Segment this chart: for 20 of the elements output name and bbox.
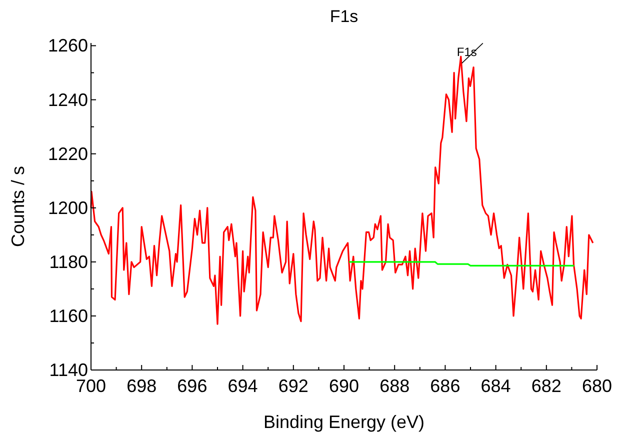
y-tick-label: 1180 [49, 252, 88, 272]
x-tick-label: 690 [328, 376, 360, 396]
y-tick-label: 1160 [49, 306, 88, 326]
x-tick-label: 694 [228, 376, 258, 396]
x-tick-label: 684 [480, 376, 511, 396]
x-tick-label: 698 [126, 376, 157, 396]
x-tick-label: 692 [278, 376, 308, 396]
y-tick-label: 1260 [48, 36, 88, 56]
y-tick-label: 1220 [48, 144, 88, 164]
x-tick-label: 682 [531, 376, 562, 396]
y-axis-title: Counts / s [8, 166, 28, 248]
line-series [90, 56, 594, 325]
y-tick-label: 1200 [48, 198, 88, 218]
x-tick-label: 688 [380, 376, 410, 396]
x-tick-label: 696 [177, 376, 208, 396]
y-tick-label: 1240 [48, 90, 88, 110]
x-axis-title: Binding Energy (eV) [263, 412, 425, 432]
x-tick-label: 686 [430, 376, 460, 396]
chart-title: F1s [330, 7, 358, 26]
x-tick-label: 680 [582, 376, 612, 396]
